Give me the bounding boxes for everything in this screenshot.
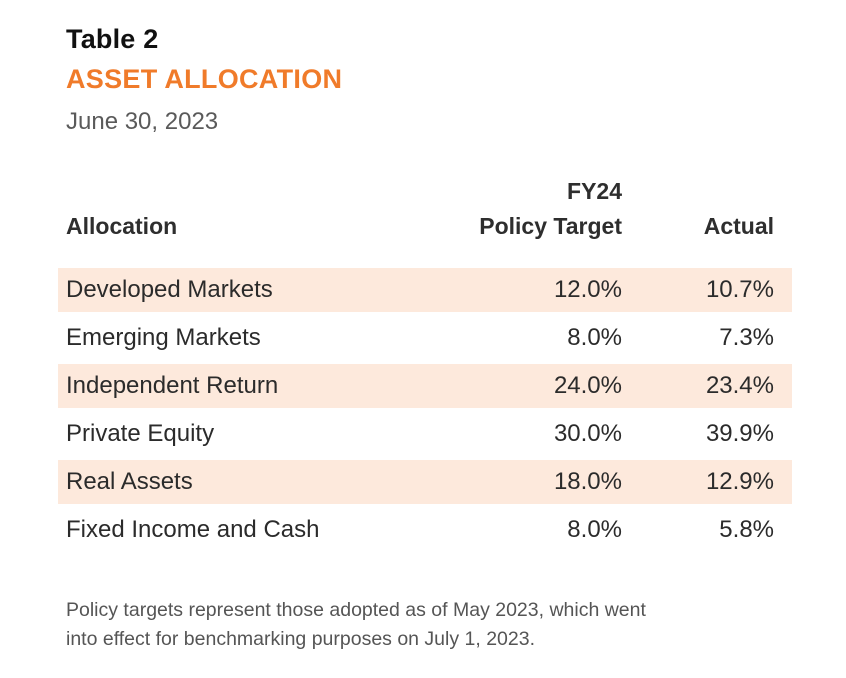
allocation-name: Independent Return [66,372,279,399]
table-body: Developed Markets 12.0% 10.7% Emerging M… [58,268,792,552]
policy-target-value: 8.0% [567,516,622,543]
actual-value: 39.9% [705,420,774,447]
policy-target-value: 30.0% [553,420,622,447]
allocation-name: Fixed Income and Cash [66,516,320,543]
column-header-policy-target-line2: Policy Target [479,213,622,239]
table-row: Fixed Income and Cash 8.0% 5.8% [58,508,792,552]
column-header-policy-target: FY24 Policy Target [479,174,622,244]
footnote-line: Policy targets represent those adopted a… [66,599,646,621]
column-header-actual: Actual [703,213,774,239]
table-row: Independent Return 24.0% 23.4% [58,364,792,408]
table-number-title: Table 2 [66,24,159,54]
table-header: Allocation FY24 Policy Target Actual [58,172,792,248]
policy-target-value: 12.0% [553,276,622,303]
actual-value: 5.8% [719,516,774,543]
column-header-policy-target-line1: FY24 [567,178,622,204]
column-header-allocation: Allocation [66,213,178,239]
table-subtitle: ASSET ALLOCATION [66,64,343,94]
table-row: Real Assets 18.0% 12.9% [58,460,792,504]
allocation-name: Emerging Markets [66,324,261,351]
policy-target-value: 8.0% [567,324,622,351]
policy-target-value: 24.0% [553,372,622,399]
actual-value: 10.7% [705,276,774,303]
asset-allocation-table: Allocation FY24 Policy Target Actual Dev… [58,172,792,556]
actual-value: 7.3% [719,324,774,351]
table-date: June 30, 2023 [66,108,219,135]
allocation-name: Real Assets [66,468,193,495]
table-row: Emerging Markets 8.0% 7.3% [58,316,792,360]
allocation-name: Developed Markets [66,276,273,303]
footnote: Policy targets represent those adopted a… [66,596,786,654]
actual-value: 23.4% [705,372,774,399]
actual-value: 12.9% [705,468,774,495]
footnote-line: into effect for benchmarking purposes on… [66,628,536,650]
table-row: Developed Markets 12.0% 10.7% [58,268,792,312]
allocation-name: Private Equity [66,420,215,447]
policy-target-value: 18.0% [553,468,622,495]
table-row: Private Equity 30.0% 39.9% [58,412,792,456]
